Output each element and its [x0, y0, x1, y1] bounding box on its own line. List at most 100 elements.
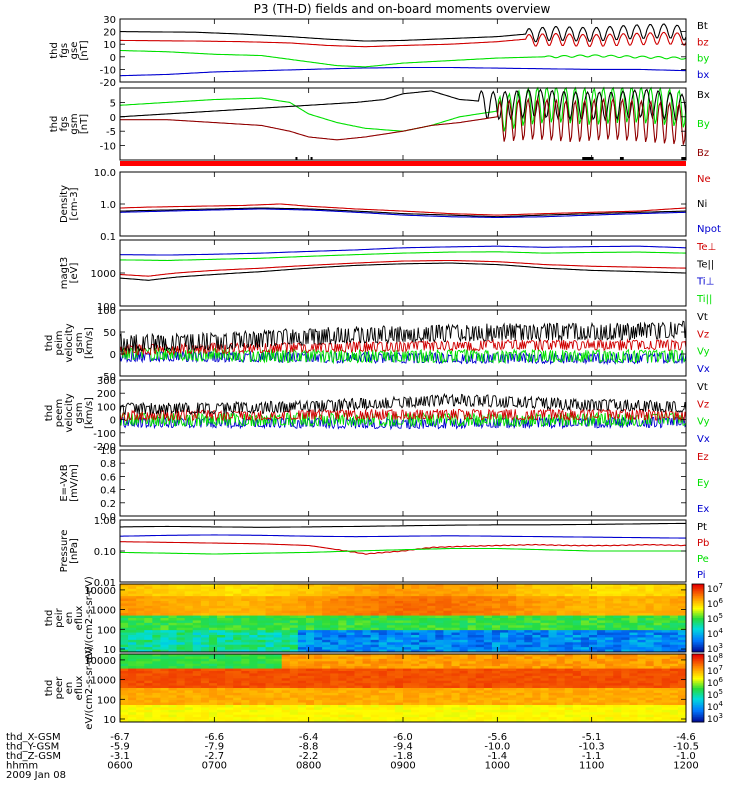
colorbar-segment	[692, 606, 704, 609]
heatmap-cell	[435, 702, 444, 706]
heatmap-cell	[168, 586, 177, 590]
heatmap-cell	[443, 680, 452, 684]
heatmap-cell	[281, 622, 291, 626]
heatmap-cell	[273, 685, 283, 689]
heatmap-cell	[322, 714, 331, 718]
heatmap-cell	[524, 678, 533, 682]
heatmap-cell	[394, 601, 404, 604]
heatmap-cell	[411, 630, 420, 633]
heatmap-cell	[273, 613, 283, 616]
heatmap-cell	[491, 625, 501, 629]
heatmap-cell	[669, 620, 679, 624]
heatmap-cell	[289, 632, 299, 636]
heatmap-cell	[120, 683, 129, 686]
heatmap-cell	[637, 613, 646, 616]
heatmap-cell	[297, 668, 307, 672]
heatmap-cell	[475, 596, 485, 599]
heatmap-cell	[661, 697, 671, 701]
heatmap-cell	[645, 613, 655, 616]
heatmap-cell	[435, 637, 444, 641]
heatmap-cell	[435, 658, 444, 662]
heatmap-cell	[475, 675, 485, 679]
heatmap-cell	[508, 603, 517, 607]
heatmap-cell	[524, 656, 533, 660]
heatmap-cell	[273, 598, 283, 602]
heatmap-cell	[483, 661, 493, 665]
heatmap-cell	[580, 618, 590, 621]
heatmap-cell	[176, 658, 186, 662]
heatmap-cell	[160, 601, 169, 604]
heatmap-cell	[120, 584, 129, 587]
heatmap-cell	[475, 688, 485, 691]
heatmap-cell	[289, 685, 299, 689]
heatmap-cell	[403, 663, 412, 667]
heatmap-cell	[483, 635, 493, 638]
heatmap-cell	[152, 625, 161, 629]
heatmap-cell	[362, 668, 372, 672]
heatmap-cell	[403, 661, 412, 665]
heatmap-cell	[588, 702, 598, 706]
heatmap-cell	[241, 601, 250, 604]
heatmap-cell	[281, 712, 291, 716]
heatmap-cell	[572, 593, 582, 597]
heatmap-cell	[370, 586, 380, 590]
heatmap-cell	[427, 608, 436, 612]
heatmap-cell	[370, 637, 380, 641]
heatmap-cell	[370, 675, 380, 679]
heatmap-cell	[152, 671, 161, 674]
heatmap-cell	[580, 700, 590, 703]
heatmap-cell	[637, 673, 646, 677]
heatmap-cell	[645, 637, 655, 641]
heatmap-cell	[661, 632, 671, 636]
heatmap-cell	[273, 661, 283, 665]
heatmap-cell	[362, 601, 372, 604]
heatmap-cell	[419, 654, 428, 657]
heatmap-cell	[249, 588, 258, 592]
heatmap-cell	[225, 712, 234, 716]
heatmap-cell	[297, 627, 307, 631]
heatmap-cell	[435, 690, 444, 694]
heatmap-cell	[475, 586, 485, 590]
heatmap-cell	[217, 680, 226, 684]
heatmap-cell	[289, 596, 299, 599]
heatmap-cell	[516, 627, 525, 631]
heatmap-cell	[580, 608, 590, 612]
heatmap-cell	[669, 615, 679, 619]
heatmap-cell	[483, 663, 493, 667]
heatmap-cell	[184, 714, 194, 718]
heatmap-cell	[403, 700, 412, 703]
heatmap-cell	[524, 683, 533, 686]
heatmap-cell	[184, 702, 194, 706]
heatmap-cell	[184, 630, 194, 633]
heatmap-cell	[144, 688, 153, 691]
heatmap-cell	[394, 598, 404, 602]
heatmap-cell	[338, 675, 347, 679]
heatmap-cell	[330, 625, 339, 629]
heatmap-cell	[346, 671, 355, 674]
heatmap-cell	[233, 627, 242, 631]
heatmap-cell	[200, 697, 210, 701]
heatmap-cell	[273, 591, 283, 595]
heatmap-cell	[532, 591, 541, 595]
heatmap-cell	[160, 685, 169, 689]
heatmap-cell	[233, 610, 242, 614]
heatmap-cell	[257, 707, 266, 711]
heatmap-cell	[394, 695, 404, 699]
legend-entry: Pb	[697, 538, 709, 549]
heatmap-cell	[524, 639, 533, 643]
heatmap-cell	[677, 705, 687, 708]
heatmap-cell	[394, 613, 404, 616]
heatmap-cell	[605, 671, 614, 674]
heatmap-cell	[314, 675, 323, 679]
heatmap-cell	[467, 678, 477, 682]
heatmap-cell	[144, 605, 153, 609]
mode-bar-mark	[582, 157, 594, 160]
heatmap-cell	[637, 584, 646, 587]
heatmap-cell	[524, 668, 533, 672]
heatmap-cell	[273, 625, 283, 629]
heatmap-cell	[144, 586, 153, 590]
heatmap-cell	[233, 630, 242, 633]
heatmap-cell	[427, 642, 436, 646]
heatmap-cell	[322, 642, 331, 646]
heatmap-cell	[289, 610, 299, 614]
